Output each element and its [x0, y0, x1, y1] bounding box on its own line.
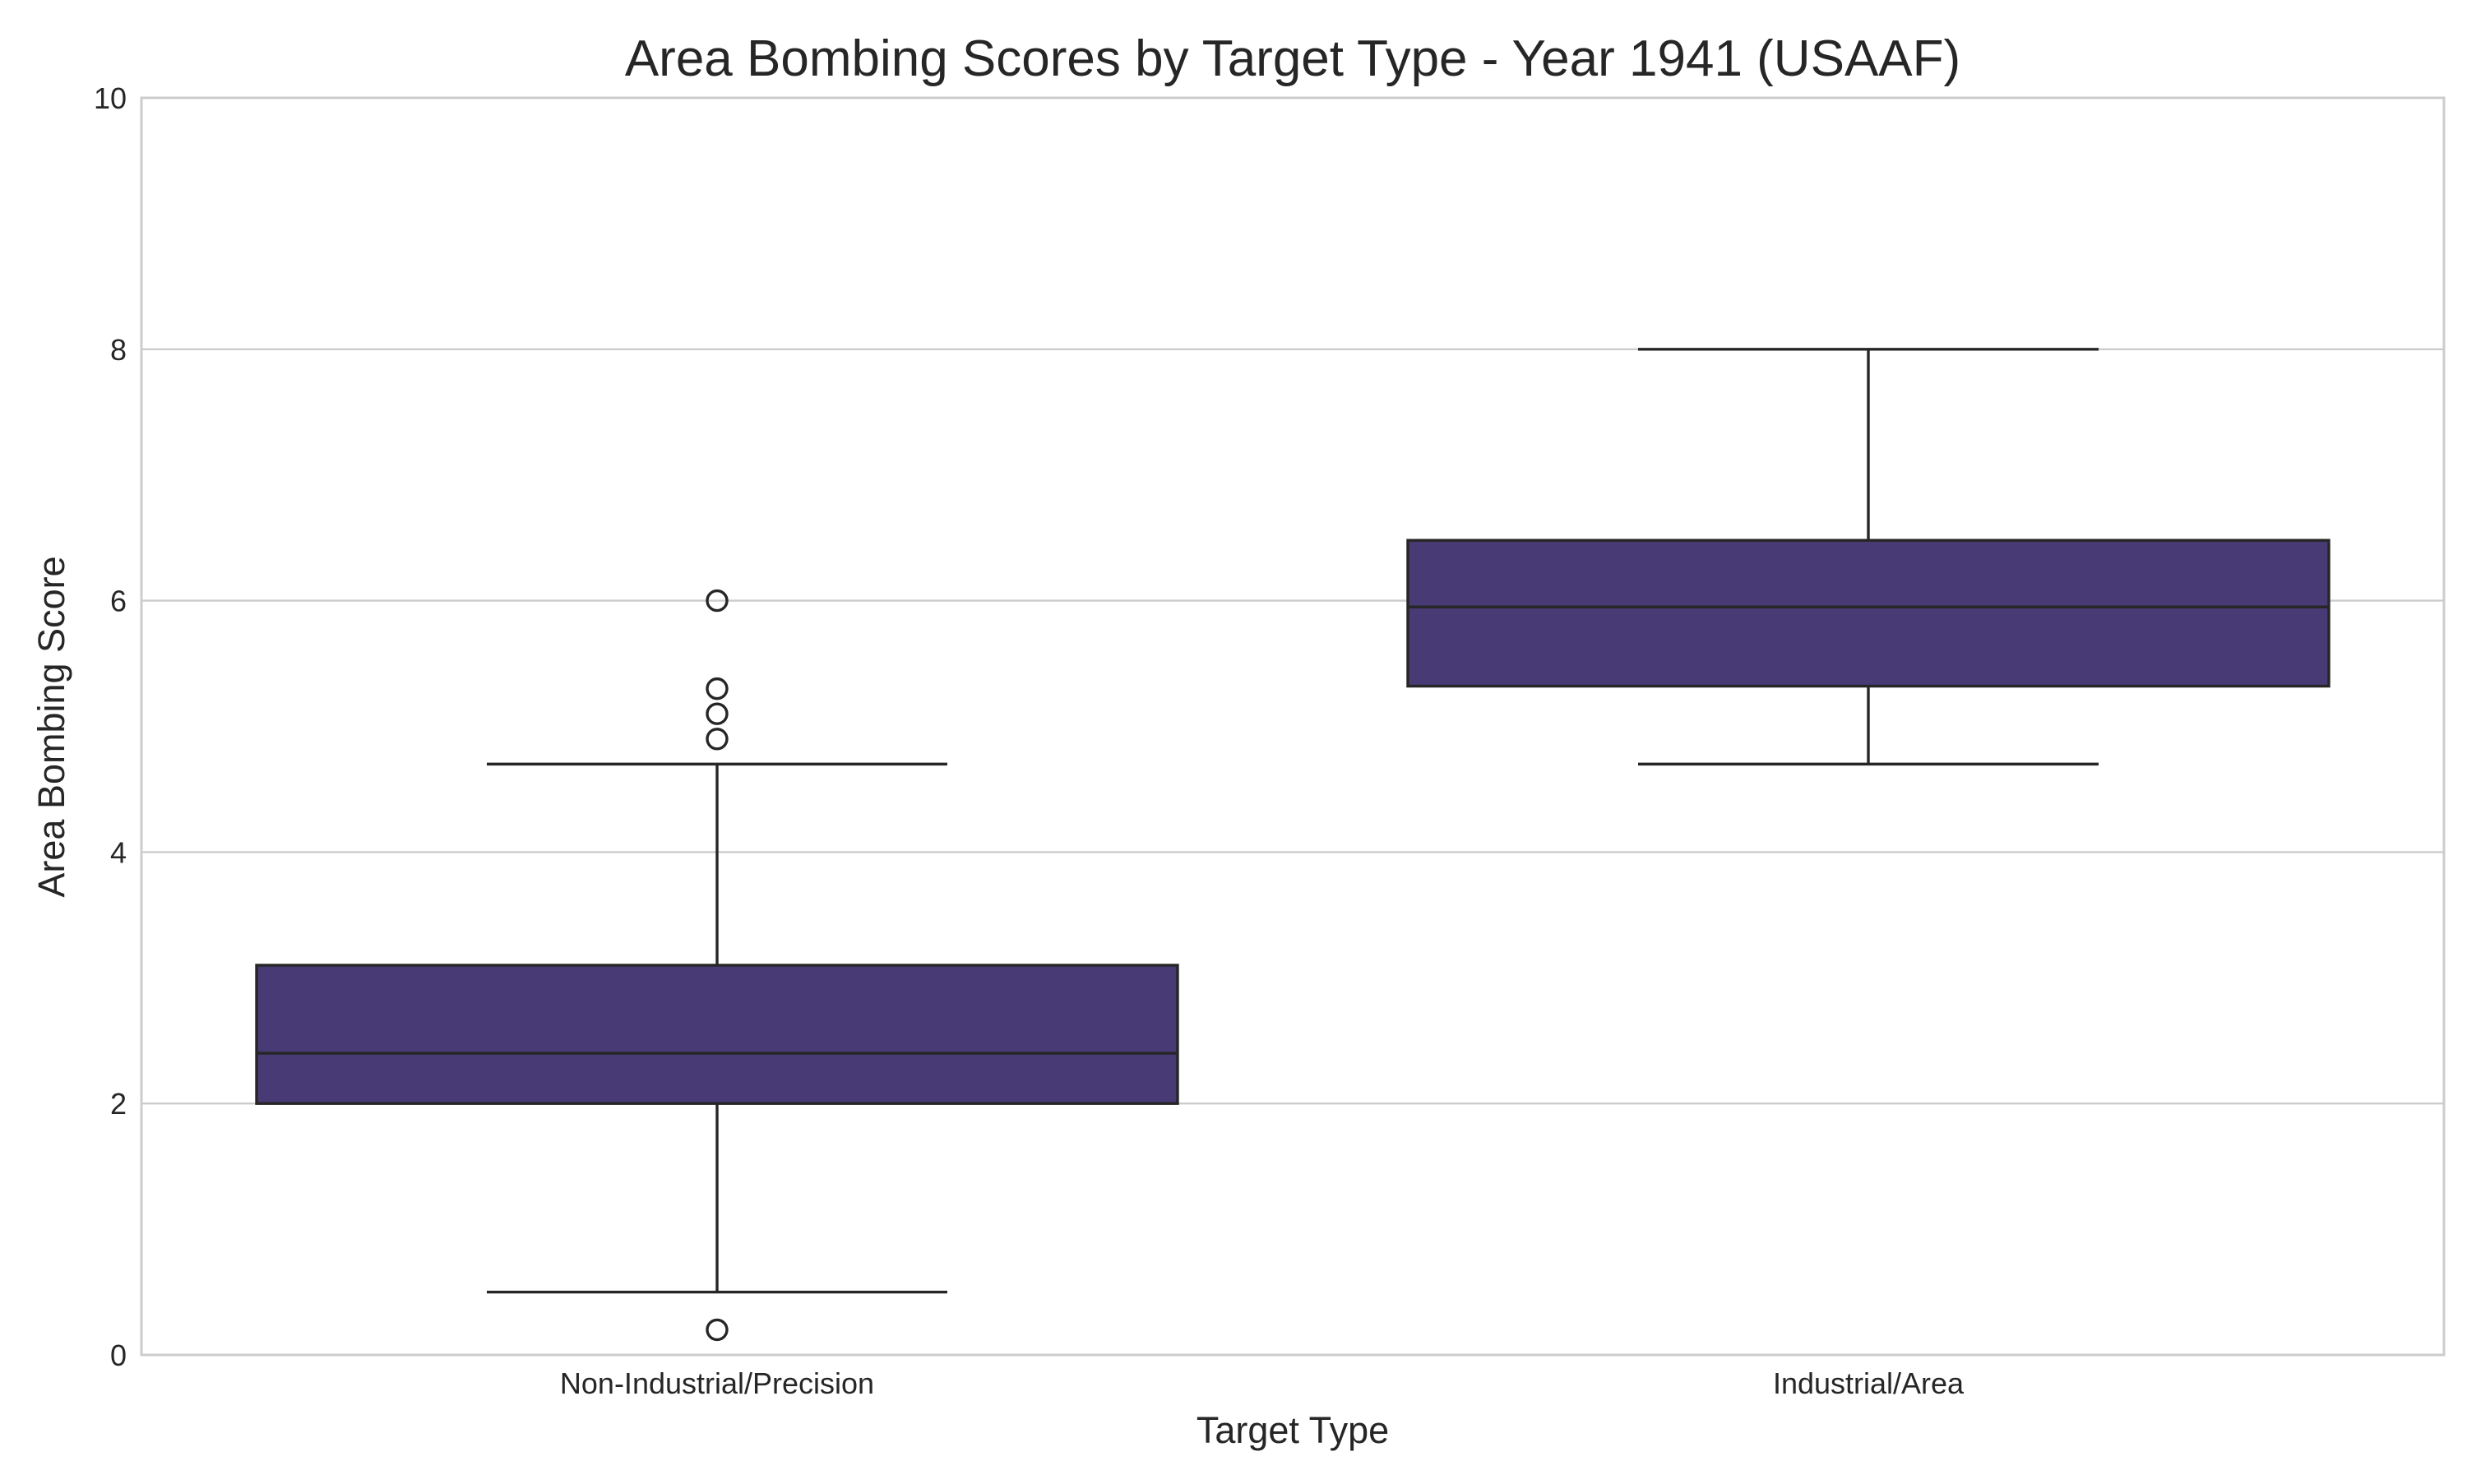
outlier-point	[706, 589, 729, 613]
y-tick-label: 8	[110, 333, 127, 367]
y-tick-label: 2	[110, 1087, 127, 1121]
outlier-point	[706, 1318, 729, 1342]
chart-title: Area Bombing Scores by Target Type - Yea…	[625, 30, 1960, 87]
iqr-box	[255, 964, 1179, 1105]
outlier-point	[706, 728, 729, 751]
gridlines	[141, 96, 2444, 1357]
outlier-point	[706, 677, 729, 700]
plot-frame	[140, 96, 2446, 1357]
y-tick-label: 4	[110, 835, 127, 869]
y-tick-label: 6	[110, 585, 127, 618]
boxes	[255, 348, 2330, 1342]
y-tick-labels: 0 2 4 6 8 10	[94, 81, 127, 1372]
y-tick-label: 10	[94, 81, 127, 115]
x-axis-label: Target Type	[1196, 1409, 1389, 1451]
x-tick-labels: Non-Industrial/Precision Industrial/Area	[560, 1366, 1965, 1400]
x-tick-label: Non-Industrial/Precision	[560, 1366, 874, 1400]
box-group	[1406, 348, 2330, 766]
outlier-point	[706, 702, 729, 725]
x-tick-label: Industrial/Area	[1773, 1366, 1965, 1400]
y-axis-label: Area Bombing Score	[30, 556, 72, 897]
box-group	[255, 589, 1179, 1342]
iqr-box	[1406, 539, 2330, 688]
y-tick-label: 0	[110, 1338, 127, 1372]
